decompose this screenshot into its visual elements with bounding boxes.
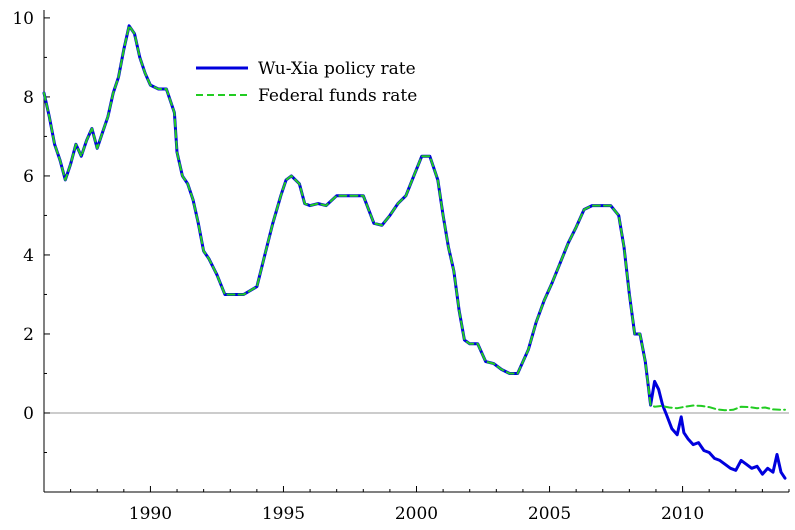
y-tick-label: 0 — [23, 404, 34, 424]
y-tick-label: 8 — [23, 88, 34, 108]
x-tick-label: 2000 — [395, 504, 438, 524]
x-tick-label: 2010 — [661, 504, 704, 524]
series-line-federal-funds-rate — [43, 24, 786, 412]
legend-label-fed-funds: Federal funds rate — [258, 86, 417, 106]
x-tick-label: 1995 — [262, 504, 305, 524]
legend: Wu-Xia policy rate Federal funds rate — [196, 59, 417, 106]
legend-label-wu-xia: Wu-Xia policy rate — [258, 59, 416, 79]
ticks: 0 2 4 6 8 10 1990 1995 2000 2005 2010 — [12, 9, 790, 524]
y-tick-label: 4 — [23, 246, 34, 266]
y-tick-label: 10 — [12, 9, 34, 29]
axes — [43, 10, 789, 493]
x-tick-label: 1990 — [129, 504, 172, 524]
x-tick-label: 2005 — [528, 504, 571, 524]
series-group — [42, 24, 787, 480]
y-tick-label: 6 — [23, 167, 34, 187]
y-tick-label: 2 — [23, 325, 34, 345]
